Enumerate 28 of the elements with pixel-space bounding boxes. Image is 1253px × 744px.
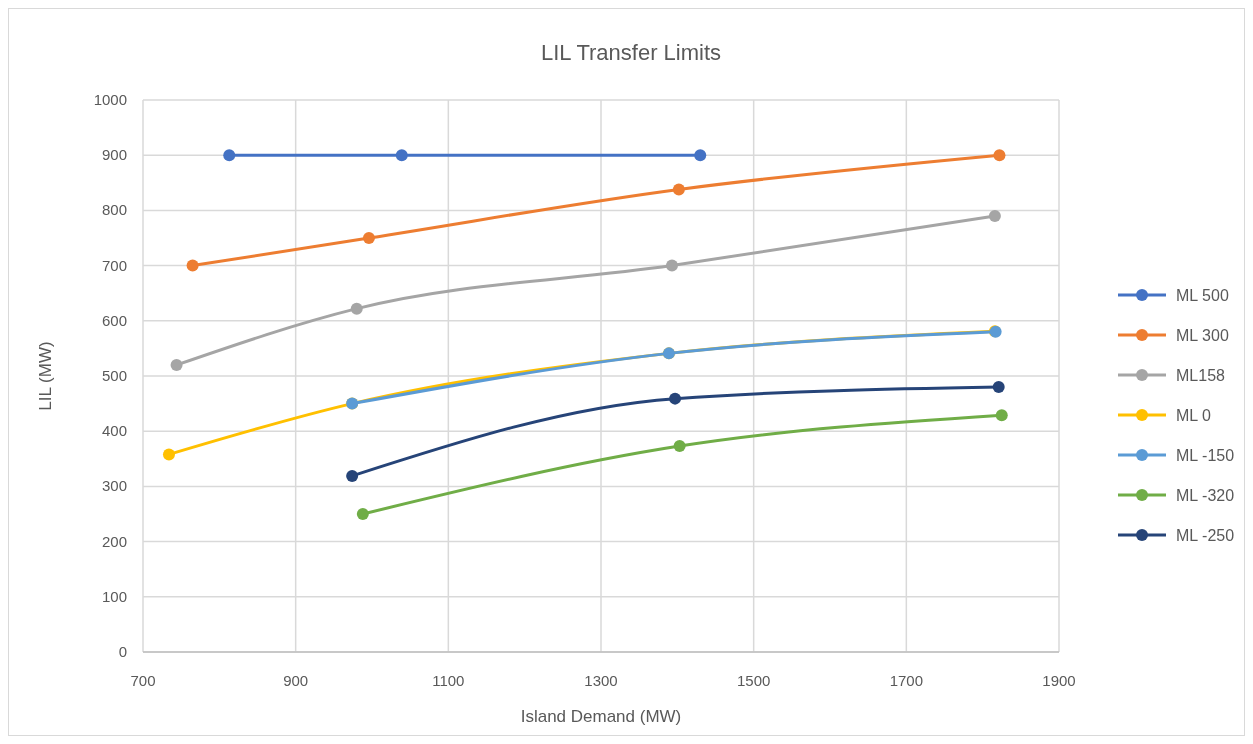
- legend-label: ML -250: [1176, 527, 1235, 544]
- y-tick-label: 800: [101, 201, 127, 219]
- x-tick-label: 700: [130, 672, 156, 689]
- x-tick-label: 1900: [1042, 672, 1076, 689]
- y-tick-label: 400: [101, 422, 127, 440]
- legend-label: ML -320: [1176, 487, 1235, 504]
- x-tick-label: 1300: [584, 672, 618, 689]
- x-axis-title: Island Demand (MW): [520, 707, 682, 726]
- x-tick-label: 900: [283, 672, 309, 689]
- y-tick-label: 700: [101, 256, 127, 274]
- legend-label: ML 500: [1176, 287, 1229, 304]
- x-tick-label: 1700: [889, 672, 924, 689]
- y-tick-label: 900: [101, 146, 127, 164]
- chart-title: LIL Transfer Limits: [540, 40, 722, 65]
- legend-label: ML158: [1176, 367, 1226, 384]
- y-tick-label: 100: [101, 587, 127, 605]
- y-tick-label: 1000: [93, 91, 127, 108]
- y-tick-label: 600: [101, 311, 127, 329]
- y-tick-label: 200: [101, 532, 127, 550]
- y-tick-label: 500: [101, 367, 127, 384]
- x-tick-label: 1500: [736, 672, 771, 689]
- y-tick-label: 300: [101, 477, 127, 495]
- legend-label: ML 0: [1176, 407, 1212, 424]
- legend-label: ML 300: [1176, 327, 1229, 344]
- x-tick-label: 1100: [432, 672, 465, 689]
- y-tick-label: 0: [118, 643, 127, 660]
- y-axis-title: LIL (MW): [36, 341, 55, 411]
- legend-label: ML -150: [1176, 447, 1235, 464]
